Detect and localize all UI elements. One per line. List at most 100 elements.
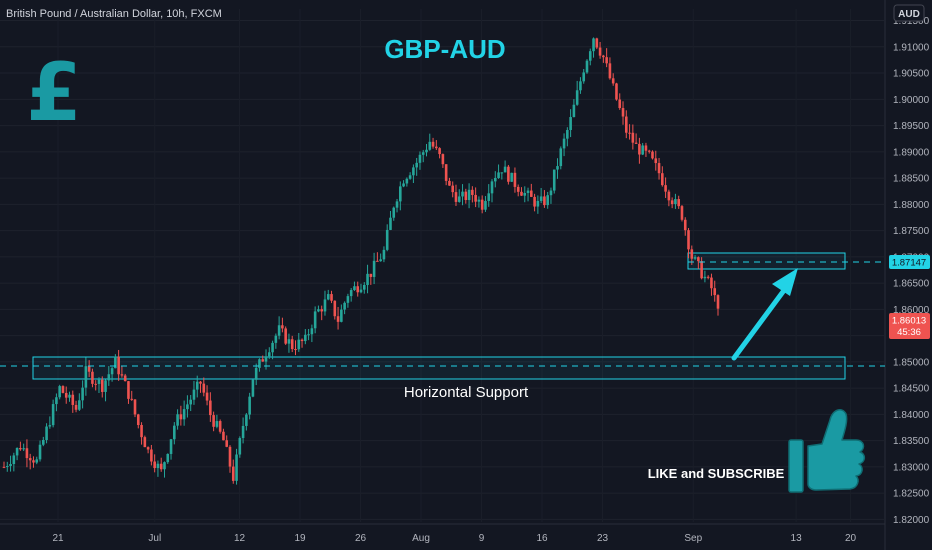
candle [320,305,323,321]
candle [562,133,566,157]
y-tick-label: 1.82500 [893,489,930,500]
y-tick-label: 1.88500 [893,174,930,185]
candle [569,109,572,138]
candle [228,445,232,473]
candle [654,150,658,171]
candle [163,461,166,478]
candle [408,172,412,180]
x-tick-label: 12 [234,533,246,544]
candle [477,196,481,208]
candle [536,195,540,214]
candle [218,419,222,434]
candle [310,324,314,343]
candle [700,257,703,280]
x-tick-label: 21 [52,533,64,544]
candle [235,448,238,485]
candle [199,380,202,393]
candle [150,444,153,466]
candle [307,328,310,341]
candle [389,211,392,231]
candle [133,399,137,418]
candle [657,157,661,180]
candle [588,48,592,66]
cta-text: LIKE and SUBSCRIBE [648,466,785,481]
candle [9,455,12,472]
candle [267,347,271,359]
candle [418,151,422,170]
candle [248,392,251,420]
candle [566,127,569,147]
level-price-tag: 1.87147 [889,255,930,269]
candle [415,157,418,176]
chart-title: GBP-AUD [384,34,505,64]
candle [510,172,513,182]
candle [81,380,84,409]
candle [35,456,39,465]
candle [68,391,71,402]
y-tick-label: 1.91500 [893,16,930,27]
y-tick-label: 1.87500 [893,226,930,237]
candle [215,414,219,429]
candle [457,189,461,203]
candle [444,164,448,186]
candle [123,373,127,382]
candle [484,196,487,212]
candle [153,454,156,473]
candle [369,273,373,285]
x-tick-label: 20 [845,533,857,544]
candle [451,181,455,198]
x-tick-label: 26 [355,533,367,544]
currency-button[interactable] [893,4,925,22]
candle [602,54,605,63]
candle [582,69,586,84]
candle [205,385,209,406]
candle [579,77,582,94]
pound-icon: £ [26,46,82,139]
candle [431,137,435,149]
candle [677,195,680,209]
candle [500,172,504,180]
candle [231,459,235,484]
candle [546,191,549,209]
candle [261,355,265,362]
candle [392,206,396,221]
candle [209,392,212,422]
candle [225,435,229,448]
candle [661,166,664,187]
x-tick-label: 23 [597,533,609,544]
candle [336,306,340,330]
candle [117,349,120,381]
candle [74,400,78,413]
candle [12,452,16,472]
candle [87,360,91,377]
candle [428,133,432,151]
candle [539,187,543,204]
support-zone[interactable] [32,356,846,380]
candle [64,386,68,404]
candle [245,413,248,431]
candle [304,329,307,345]
candle [425,143,428,157]
candle [533,193,536,212]
candle [2,461,6,469]
candle [366,264,369,294]
candle [284,326,287,345]
candle [326,289,330,301]
candle [556,158,559,179]
candle [631,124,635,150]
candle [438,147,441,159]
time-axis[interactable]: 21 Jul 12 19 26 Aug 9 16 23 Sep 13 20 [52,533,856,544]
candle [628,124,631,140]
resistance-zone[interactable] [687,252,846,270]
candle [608,57,612,80]
candle [176,409,179,430]
candle [680,205,684,222]
candle [251,379,255,398]
support-label: Horizontal Support [404,384,529,401]
candle [313,306,317,334]
candle [713,280,717,302]
candle [32,456,35,468]
y-tick-label: 1.89000 [893,147,930,158]
